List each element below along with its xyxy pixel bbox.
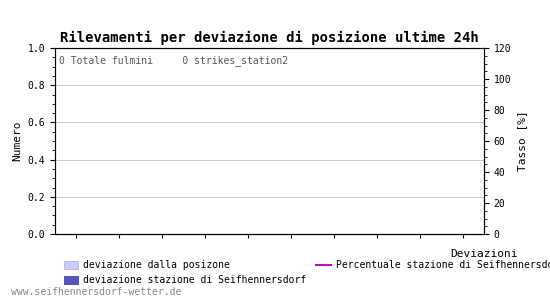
X-axis label: Deviazioni: Deviazioni	[450, 249, 518, 259]
Y-axis label: Numero: Numero	[12, 121, 22, 161]
Legend: deviazione dalla posizone, deviazione stazione di Seifhennersdorf, Percentuale s: deviazione dalla posizone, deviazione st…	[60, 256, 550, 289]
Text: www.seifhennersdorf-wetter.de: www.seifhennersdorf-wetter.de	[11, 287, 182, 297]
Text: 0 Totale fulmini     0 strikes_station2: 0 Totale fulmini 0 strikes_station2	[59, 56, 288, 66]
Title: Rilevamenti per deviazione di posizione ultime 24h: Rilevamenti per deviazione di posizione …	[60, 31, 479, 45]
Y-axis label: Tasso [%]: Tasso [%]	[517, 111, 527, 171]
